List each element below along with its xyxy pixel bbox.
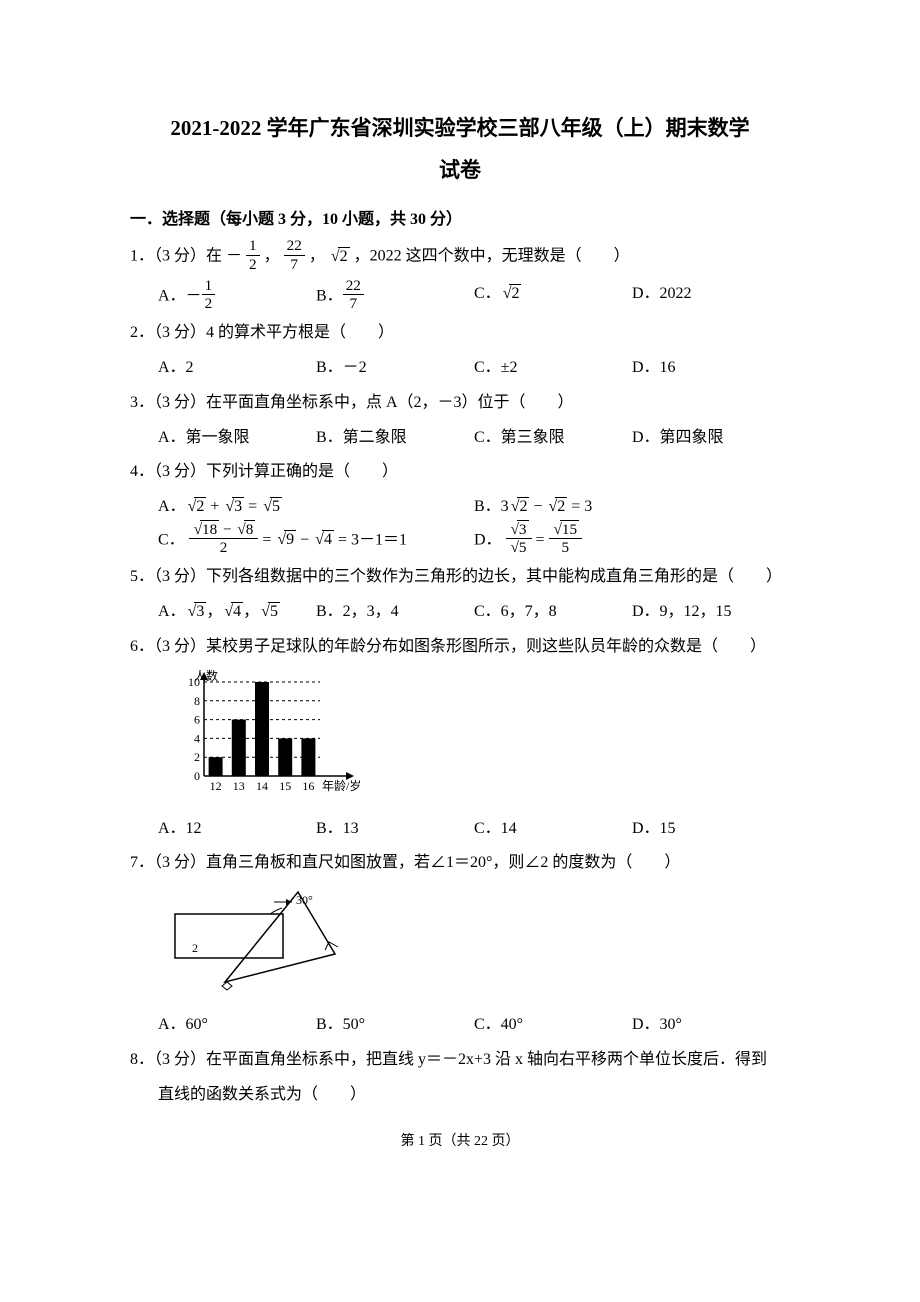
svg-text:8: 8 bbox=[194, 694, 200, 708]
option-b: B．50° bbox=[316, 1011, 474, 1040]
option-a: A．3，4，5 bbox=[158, 598, 316, 627]
option-a: A．第一象限 bbox=[158, 424, 316, 453]
svg-text:14: 14 bbox=[256, 779, 268, 793]
page-title: 2021-2022 学年广东省深圳实验学校三部八年级（上）期末数学 bbox=[130, 110, 790, 148]
option-b: B．第二象限 bbox=[316, 424, 474, 453]
option-d: D．2022 bbox=[632, 280, 790, 313]
fraction: 18 − 8 2 bbox=[189, 522, 259, 555]
svg-text:2: 2 bbox=[194, 750, 200, 764]
fraction: 227 bbox=[284, 238, 305, 271]
q4-options-row1: A．2 + 3 = 5 B．32 − 2 = 3 bbox=[158, 493, 790, 522]
svg-text:年龄/岁: 年龄/岁 bbox=[322, 778, 361, 793]
option-b: B．13 bbox=[316, 815, 474, 844]
q7-options: A．60° B．50° C．40° D．30° bbox=[158, 1011, 790, 1040]
option-b: B．32 − 2 = 3 bbox=[474, 493, 790, 522]
option-c: C．第三象限 bbox=[474, 424, 632, 453]
option-b: B．227 bbox=[316, 280, 474, 313]
question-1: 1．（3 分）在 － 12 ， 227 ， 2 ，2022 这四个数中，无理数是… bbox=[130, 240, 790, 273]
fraction: 15 5 bbox=[549, 522, 583, 555]
svg-text:15: 15 bbox=[279, 779, 291, 793]
svg-text:2: 2 bbox=[192, 941, 198, 955]
svg-text:人数: 人数 bbox=[194, 668, 218, 683]
question-8: 8．（3 分）在平面直角坐标系中，把直线 y＝－2x+3 沿 x 轴向右平移两个… bbox=[130, 1046, 790, 1075]
question-3: 3．（3 分）在平面直角坐标系中，点 A（2，－3）位于（ ） bbox=[130, 389, 790, 418]
option-c: C．±2 bbox=[474, 354, 632, 383]
page-subtitle: 试卷 bbox=[130, 152, 790, 190]
option-a: A．2 bbox=[158, 354, 316, 383]
question-7: 7．（3 分）直角三角板和直尺如图放置，若∠1＝20°，则∠2 的度数为（ ） bbox=[130, 849, 790, 878]
option-c: C． 18 − 8 2 = 9 − 4 = 3－1＝1 bbox=[158, 524, 474, 557]
option-c: C．2 bbox=[474, 280, 632, 313]
fraction: 3 5 bbox=[506, 522, 532, 555]
option-a: A．2 + 3 = 5 bbox=[158, 493, 474, 522]
q5-options: A．3，4，5 B．2，3，4 C．6，7，8 D．9，12，15 bbox=[158, 598, 790, 627]
option-a: A．－12 bbox=[158, 280, 316, 313]
svg-text:0: 0 bbox=[194, 769, 200, 783]
option-d: D．9，12，15 bbox=[632, 598, 790, 627]
q1-options: A．－12 B．227 C．2 D．2022 bbox=[158, 280, 790, 313]
page-footer: 第 1 页（共 22 页） bbox=[130, 1129, 790, 1154]
svg-text:30°: 30° bbox=[296, 893, 313, 907]
option-d: D．16 bbox=[632, 354, 790, 383]
svg-text:16: 16 bbox=[302, 779, 314, 793]
option-b: B．2，3，4 bbox=[316, 598, 474, 627]
svg-text:6: 6 bbox=[194, 712, 200, 726]
question-2: 2．（3 分）4 的算术平方根是（ ） bbox=[130, 319, 790, 348]
svg-text:12: 12 bbox=[210, 779, 222, 793]
svg-text:13: 13 bbox=[233, 779, 245, 793]
question-6: 6．（3 分）某校男子足球队的年龄分布如图条形图所示，则这些队员年龄的众数是（ … bbox=[130, 633, 790, 662]
bar-chart: 24681001213141516人数年龄/岁 bbox=[170, 668, 790, 809]
option-c: C．6，7，8 bbox=[474, 598, 632, 627]
sqrt: 2 bbox=[329, 243, 350, 272]
q6-options: A．12 B．13 C．14 D．15 bbox=[158, 815, 790, 844]
section-heading: 一．选择题（每小题 3 分，10 小题，共 30 分） bbox=[130, 206, 790, 235]
option-c: C．40° bbox=[474, 1011, 632, 1040]
question-8-cont: 直线的函数关系式为（ ） bbox=[130, 1081, 790, 1110]
q2-options: A．2 B．－2 C．±2 D．16 bbox=[158, 354, 790, 383]
option-c: C．14 bbox=[474, 815, 632, 844]
option-d: D．第四象限 bbox=[632, 424, 790, 453]
option-a: A．60° bbox=[158, 1011, 316, 1040]
option-d: D． 3 5 = 15 5 bbox=[474, 524, 790, 557]
fraction: 12 bbox=[246, 238, 260, 271]
question-5: 5．（3 分）下列各组数据中的三个数作为三角形的边长，其中能构成直角三角形的是（… bbox=[130, 563, 790, 592]
svg-text:4: 4 bbox=[194, 731, 200, 745]
triangle-figure: 30° 2 bbox=[170, 884, 790, 1005]
q3-options: A．第一象限 B．第二象限 C．第三象限 D．第四象限 bbox=[158, 424, 790, 453]
option-b: B．－2 bbox=[316, 354, 474, 383]
option-d: D．15 bbox=[632, 815, 790, 844]
q1-stem-prefix: 1．（3 分）在 － bbox=[130, 248, 242, 265]
question-4: 4．（3 分）下列计算正确的是（ ） bbox=[130, 458, 790, 487]
option-d: D．30° bbox=[632, 1011, 790, 1040]
option-a: A．12 bbox=[158, 815, 316, 844]
q4-options-row2: C． 18 − 8 2 = 9 − 4 = 3－1＝1 D． 3 5 = 15 … bbox=[158, 524, 790, 557]
